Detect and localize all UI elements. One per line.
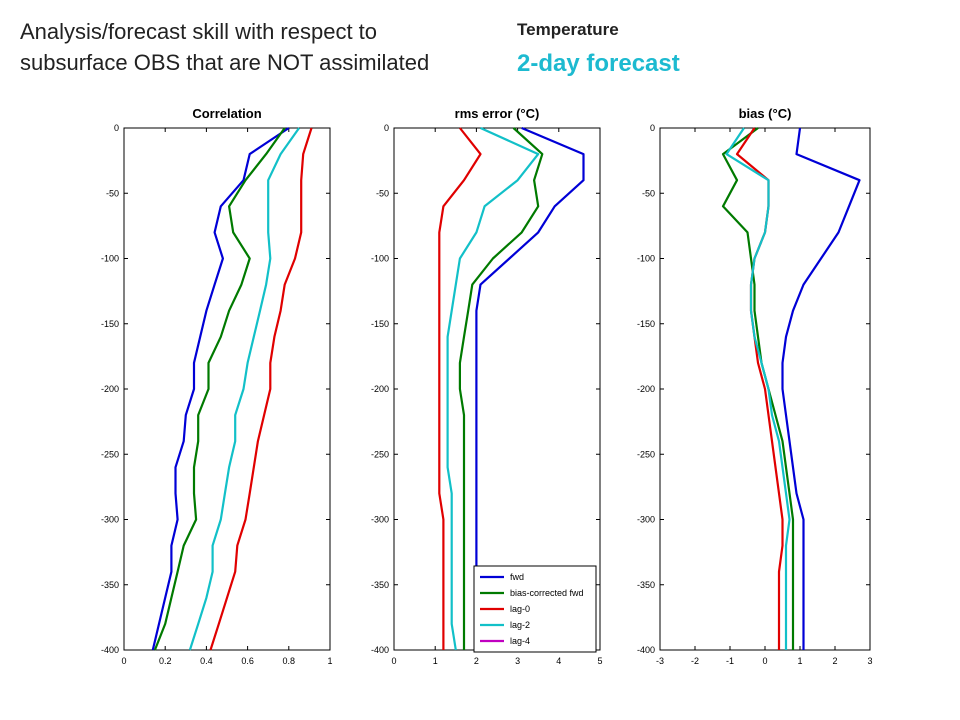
x-tick-label: 0 [762,656,767,666]
x-tick-label: 2 [832,656,837,666]
y-tick-label: -250 [637,449,655,459]
y-tick-label: -300 [637,515,655,525]
legend: fwd bias-corrected fwd lag-0 lag-2 lag-4 [473,565,597,653]
x-tick-label: 0 [391,656,396,666]
y-tick-label: -50 [106,188,119,198]
x-tick-label: -2 [691,656,699,666]
chart-panel-1: Correlation 0 -50 -100 -150 -200 -250 -300 -350 -… [101,106,333,666]
y-tick-label: -50 [642,188,655,198]
legend-label: lag-0 [510,604,530,614]
x-tick-label: 0.6 [241,656,254,666]
slide-title-line-1: Analysis/forecast skill with respect to [20,19,378,44]
y-tick-label: 0 [384,123,389,133]
chart-title: bias (°C) [739,106,792,121]
y-tick-label: -250 [371,449,389,459]
legend-label: fwd [510,572,524,582]
x-tick-label: 2 [474,656,479,666]
y-tick-label: -150 [637,319,655,329]
legend-label: bias-corrected fwd [510,588,584,598]
series-line-lag-2 [446,126,540,651]
x-tick-label: 0 [121,656,126,666]
x-tick-label: 4 [556,656,561,666]
y-tick-label: -150 [101,319,119,329]
slide-title: Analysis/forecast skill with respect to … [20,16,500,78]
series-line-lag-0 [438,127,482,650]
y-tick-label: -350 [101,580,119,590]
y-tick-label: -400 [371,645,389,655]
x-tick-label: 0.8 [283,656,296,666]
series-line-lag-2 [188,127,300,651]
x-tick-label: 3 [515,656,520,666]
y-tick-label: -250 [101,449,119,459]
y-tick-label: -100 [101,254,119,264]
x-tick-label: 3 [867,656,872,666]
variable-label: Temperature [517,20,619,39]
y-tick-label: -400 [637,645,655,655]
plot-frame [393,127,601,651]
chart-panel-3: bias (°C) 0 -50 -100 -150 -200 -250 -300 -350 -40… [637,106,873,666]
x-tick-label: 1 [327,656,332,666]
y-tick-label: -100 [637,254,655,264]
y-tick-label: -200 [371,384,389,394]
x-tick-label: 0.2 [159,656,172,666]
y-tick-label: -200 [637,384,655,394]
y-tick-label: -150 [371,319,389,329]
y-tick-label: -100 [371,254,389,264]
series-line-bias-corrected-fwd [153,127,286,651]
x-tick-label: 1 [433,656,438,666]
y-tick-label: -350 [371,580,389,590]
y-tick-label: -300 [371,515,389,525]
chart-title: rms error (°C) [455,106,540,121]
plot-frame [123,127,331,651]
legend-label: lag-4 [510,636,530,646]
forecast-lead-label: 2-day forecast [517,50,680,77]
series-line-fwd [781,127,861,650]
x-tick-label: 5 [597,656,602,666]
y-tick-label: 0 [114,123,119,133]
y-tick-label: -350 [637,580,655,590]
chart-title: Correlation [192,106,261,121]
legend-label: lag-2 [510,620,530,630]
x-tick-label: 0.4 [200,656,213,666]
y-tick-label: -300 [101,515,119,525]
x-tick-label: 1 [797,656,802,666]
series-line-lag-2 [725,127,791,650]
series-line-fwd [151,127,290,651]
y-tick-label: -400 [101,645,119,655]
y-tick-label: 0 [650,123,655,133]
series-line-fwd [475,126,585,650]
slide-title-line-2: subsurface OBS that are NOT assimilated [20,50,430,75]
series-line-lag-0 [209,127,313,651]
series-line-bias-corrected-fwd [458,127,544,650]
x-tick-label: -1 [726,656,734,666]
chart-panel-2: rms error (°C) 0 -50 -100 -150 -200 -250 -300 -3… [371,106,603,666]
x-tick-label: -3 [656,656,664,666]
y-tick-label: -50 [376,188,389,198]
y-tick-label: -200 [101,384,119,394]
